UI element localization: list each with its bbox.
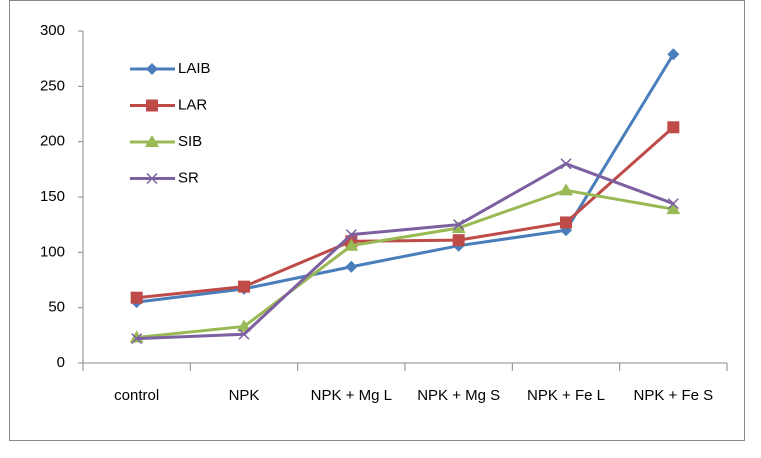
marker xyxy=(667,121,680,134)
marker xyxy=(146,172,158,185)
marker xyxy=(451,220,466,233)
marker xyxy=(130,291,143,304)
series-line xyxy=(136,126,675,300)
marker xyxy=(453,219,465,231)
x-tick-label: NPK + Mg S xyxy=(417,387,500,404)
y-tick-label: 150 xyxy=(40,188,65,205)
marker xyxy=(667,48,680,61)
marker xyxy=(146,99,158,112)
marker xyxy=(237,319,251,332)
marker xyxy=(560,216,572,229)
series-line xyxy=(136,188,674,340)
legend-label: SIB xyxy=(178,133,202,150)
marker xyxy=(145,135,159,147)
x-tick-label: NPK + Fe L xyxy=(527,387,605,404)
y-tick-label: 200 xyxy=(40,133,65,150)
x-tick-label: NPK + Mg L xyxy=(311,387,392,404)
y-tick-label: 50 xyxy=(48,299,65,316)
x-tick-label: control xyxy=(114,387,159,404)
legend-label: SR xyxy=(178,169,199,186)
marker xyxy=(131,333,143,345)
series-line xyxy=(136,162,674,341)
marker xyxy=(559,183,573,196)
marker xyxy=(560,158,572,170)
marker xyxy=(238,280,250,293)
series-line xyxy=(136,53,675,304)
y-tick-label: 250 xyxy=(40,77,65,94)
y-tick-label: 0 xyxy=(57,354,65,371)
marker xyxy=(345,260,358,273)
marker xyxy=(146,63,158,75)
legend-label: LAIB xyxy=(178,60,211,77)
marker xyxy=(344,238,359,251)
marker xyxy=(345,229,357,241)
legend-label: LAR xyxy=(178,96,207,113)
marker xyxy=(238,328,250,340)
y-tick-label: 300 xyxy=(40,22,65,39)
x-tick-label: NPK xyxy=(229,387,260,404)
y-tick-label: 100 xyxy=(40,243,65,260)
marker xyxy=(667,198,679,210)
marker xyxy=(666,202,681,215)
x-tick-label: NPK + Fe S xyxy=(634,387,714,404)
chart-frame xyxy=(9,0,745,441)
marker xyxy=(452,234,465,247)
